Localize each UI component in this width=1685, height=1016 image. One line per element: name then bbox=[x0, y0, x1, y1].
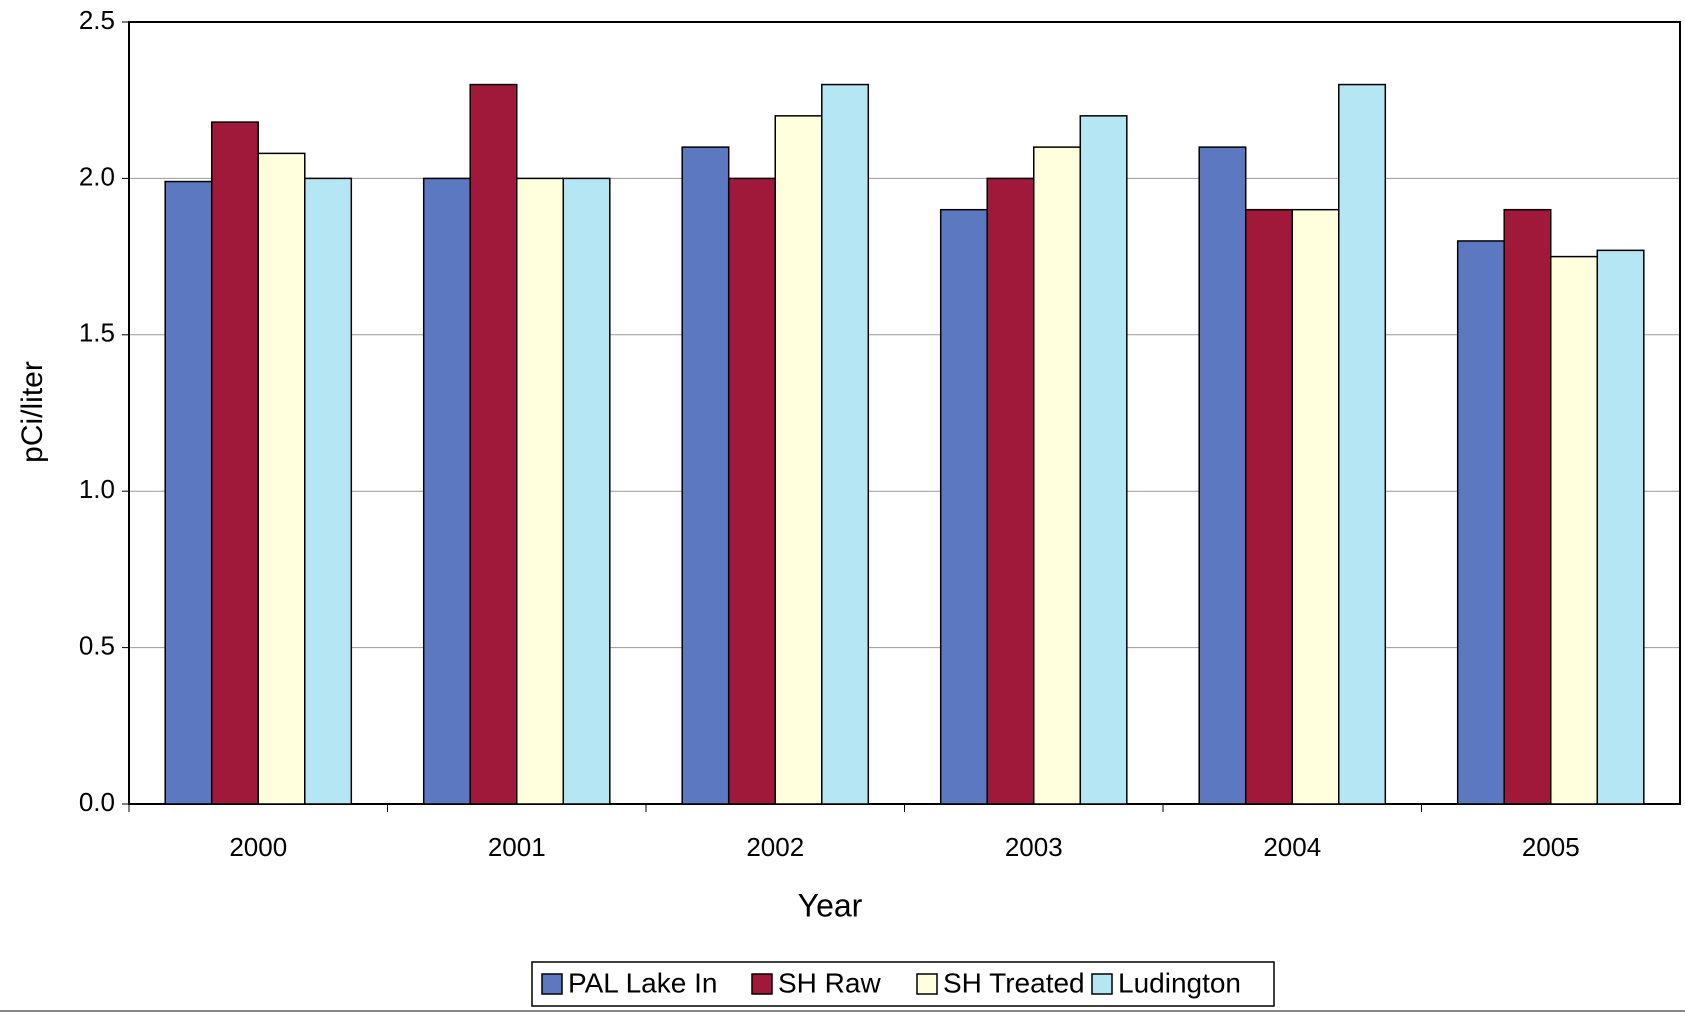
y-tick-label: 0.5 bbox=[79, 630, 115, 660]
bar bbox=[562, 177, 611, 805]
legend-swatch bbox=[751, 973, 773, 995]
x-tick-label: 2004 bbox=[1263, 832, 1321, 862]
legend-label: SH Raw bbox=[778, 967, 881, 998]
x-axis-title: Year bbox=[798, 887, 863, 923]
y-tick-label: 2.5 bbox=[79, 5, 115, 35]
bar bbox=[422, 177, 471, 805]
legend-box bbox=[531, 961, 1275, 1007]
bar bbox=[821, 83, 870, 805]
x-tick-label: 2000 bbox=[229, 832, 287, 862]
x-tick-label: 2002 bbox=[746, 832, 804, 862]
bar bbox=[1338, 83, 1387, 805]
y-tick-label: 1.0 bbox=[79, 474, 115, 504]
x-tick-label: 2005 bbox=[1522, 832, 1580, 862]
bar bbox=[774, 115, 823, 805]
bar bbox=[469, 83, 518, 805]
legend-label: SH Treated bbox=[943, 967, 1085, 998]
bar bbox=[1033, 146, 1082, 805]
bar bbox=[304, 177, 353, 805]
bar bbox=[939, 208, 988, 805]
bar bbox=[257, 152, 306, 805]
bar bbox=[1550, 255, 1599, 805]
bar bbox=[1244, 208, 1293, 805]
y-axis-title: pCi/liter bbox=[16, 361, 49, 463]
legend-label: Ludington bbox=[1118, 967, 1241, 998]
y-tick-label: 0.0 bbox=[79, 787, 115, 817]
bar bbox=[1291, 208, 1340, 805]
bar bbox=[1503, 208, 1552, 805]
bar bbox=[986, 177, 1035, 805]
x-tick-label: 2001 bbox=[488, 832, 546, 862]
bar bbox=[727, 177, 776, 805]
x-tick-label: 2003 bbox=[1005, 832, 1063, 862]
bar bbox=[1079, 115, 1128, 805]
bar bbox=[681, 146, 730, 805]
legend-swatch bbox=[916, 973, 938, 995]
legend-label: PAL Lake In bbox=[568, 967, 717, 998]
legend-swatch bbox=[1091, 973, 1113, 995]
plot-frame bbox=[128, 21, 1681, 805]
bar bbox=[164, 180, 213, 805]
bar bbox=[1198, 146, 1247, 805]
y-tick-label: 2.0 bbox=[79, 161, 115, 191]
legend-swatch bbox=[541, 973, 563, 995]
bar bbox=[1456, 240, 1505, 805]
y-tick-label: 1.5 bbox=[79, 318, 115, 348]
bar bbox=[516, 177, 565, 805]
bar bbox=[210, 121, 259, 805]
bar bbox=[1596, 249, 1645, 805]
